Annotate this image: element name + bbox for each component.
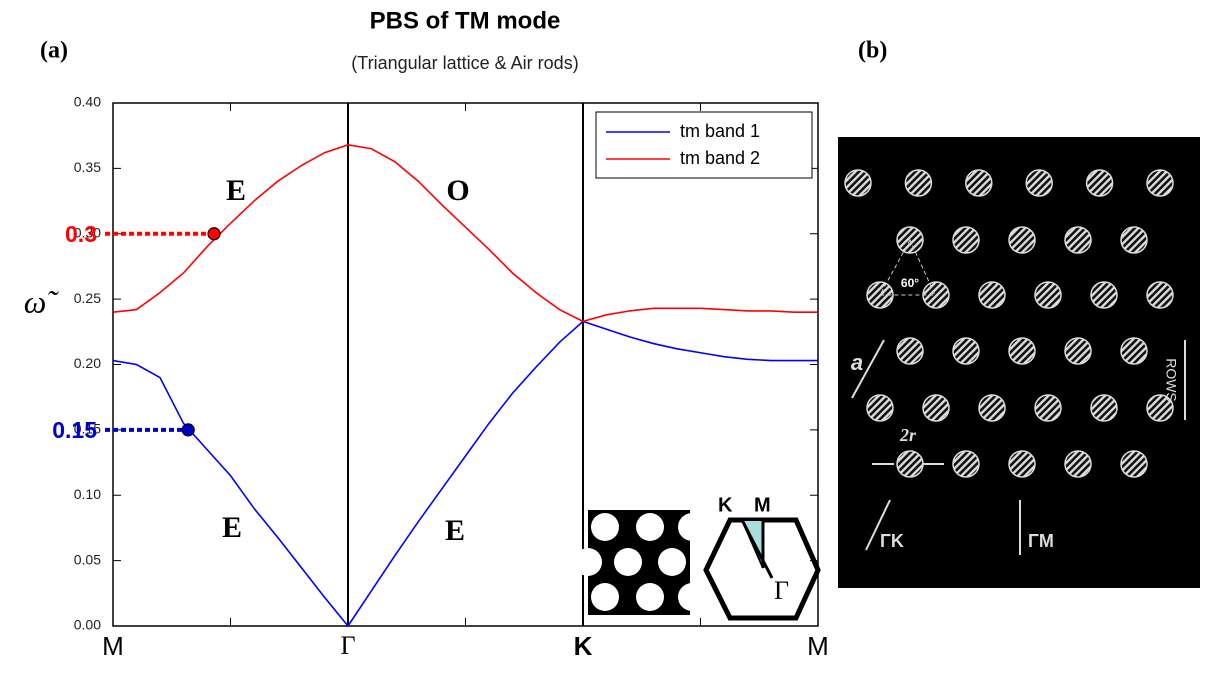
region-label: O [446, 174, 469, 207]
air-rod [844, 169, 872, 197]
lattice-inset [574, 510, 706, 615]
legend-label: tm band 1 [680, 121, 760, 141]
rows-label: ROWS [1163, 358, 1179, 402]
inset-label: K [718, 494, 733, 516]
air-rod [1085, 169, 1114, 197]
air-rod [952, 337, 980, 365]
air-rod [1034, 281, 1062, 309]
highlight-label: 0.3 [65, 221, 97, 247]
band-line [112, 144, 818, 323]
region-label: E [445, 514, 465, 547]
air-rod [965, 169, 993, 197]
y-tick-label: 0.10 [74, 486, 101, 502]
air-rod [1120, 450, 1148, 478]
air-rod [1064, 226, 1092, 254]
air-rod [904, 169, 933, 197]
y-tick-label: 0.05 [74, 551, 101, 567]
air-rod [1064, 450, 1092, 478]
air-rod [1120, 337, 1148, 365]
y-axis-label: ω̃ [24, 283, 60, 319]
air-rod [1008, 337, 1036, 365]
lattice-arrow [851, 339, 885, 399]
chart-subtitle: (Triangular lattice & Air rods) [351, 53, 578, 73]
air-rod [1008, 450, 1036, 478]
air-rod [1090, 394, 1118, 422]
angle-triangle [879, 238, 936, 296]
chart-title: PBS of TM mode [370, 7, 561, 34]
air-rod [1146, 281, 1174, 309]
air-rod [978, 394, 1006, 422]
band-line [112, 320, 818, 628]
air-rod [922, 281, 950, 309]
legend-label: tm band 2 [680, 148, 760, 168]
air-rod [1090, 281, 1118, 309]
air-rod [1120, 226, 1148, 254]
panel-label: (b) [858, 38, 887, 64]
highlight-label: 0.15 [52, 417, 97, 443]
diameter-label: 2r [899, 425, 917, 445]
region-label: E [226, 174, 246, 207]
inset-label: M [754, 494, 771, 516]
air-rod [952, 450, 980, 478]
x-tick-label: K [574, 631, 593, 661]
air-rod [1025, 169, 1053, 197]
panel-label: (a) [40, 38, 68, 64]
y-tick-label: 0.40 [74, 94, 101, 110]
y-tick-label: 0.25 [74, 290, 101, 306]
air-rod [1034, 394, 1062, 422]
lattice-constant-label: a [851, 350, 863, 375]
y-tick-label: 0.15 [74, 421, 101, 437]
inset-label: Γ [774, 576, 789, 605]
air-rod [896, 450, 924, 478]
region-label: E [222, 511, 242, 544]
air-rod [952, 226, 980, 254]
y-tick-label: 0.30 [74, 224, 101, 240]
air-rod [1146, 169, 1174, 197]
direction-label: ΓK [880, 531, 904, 551]
angle-label: 60° [901, 276, 919, 290]
direction-label: ΓM [1028, 531, 1054, 551]
lattice-diagram: 60° a 2r ROWS ΓK ΓM [838, 137, 1200, 588]
x-tick-label: Γ [340, 631, 355, 660]
plot: 0.000.050.100.150.200.250.300.350.40M Γ K M… [52, 94, 829, 661]
highlight-point [207, 227, 221, 241]
air-rod [866, 394, 894, 422]
air-rod [978, 281, 1006, 309]
brillouin-zone-inset [703, 517, 821, 621]
air-rod [866, 281, 894, 309]
x-tick-label: M [807, 631, 829, 661]
air-rod [896, 337, 924, 365]
air-rod [1008, 226, 1036, 254]
air-rod [1064, 337, 1092, 365]
legend-box [595, 111, 813, 179]
air-rod [922, 394, 950, 422]
arrow [865, 499, 891, 551]
y-tick-label: 0.35 [74, 159, 101, 175]
air-rod [1146, 394, 1174, 422]
y-tick-label: 0.00 [74, 617, 101, 633]
highlight-point [181, 423, 195, 437]
x-tick-label: M [102, 631, 124, 661]
y-tick-label: 0.20 [74, 355, 101, 371]
